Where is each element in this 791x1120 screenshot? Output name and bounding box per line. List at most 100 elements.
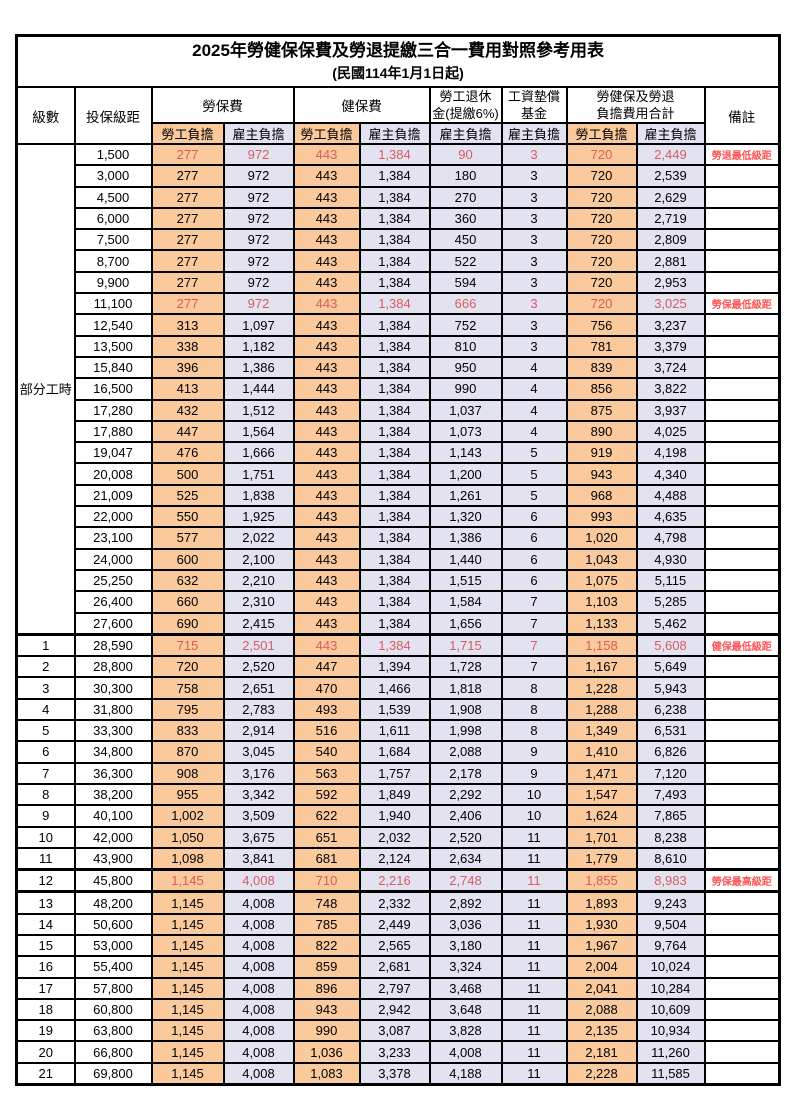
pension-employer-cell: 3,180 (428, 933, 503, 958)
labor-employee-share-header: 勞工負擔 (150, 122, 225, 145)
remark-cell (703, 740, 781, 764)
health-employer-cell: 1,384 (358, 142, 431, 167)
total-employee-cell: 1,103 (565, 590, 638, 614)
remark-cell (703, 206, 781, 231)
pension-employer-cell: 1,728 (428, 655, 503, 679)
pension-employer-cell: 1,908 (428, 697, 503, 722)
total-header-line1: 勞健保及勞退 (596, 89, 675, 104)
level-cell: 5 (15, 719, 76, 743)
total-employer-cell: 3,937 (635, 398, 706, 422)
level-cell: 16 (15, 955, 76, 979)
pension-employer-cell: 3,828 (428, 1019, 503, 1043)
table-row: 9 40,100 1,002 3,509 622 1,940 2,406 10 1,624 7,8… (15, 804, 781, 828)
labor-employer-cell: 4,008 (222, 1019, 295, 1043)
total-employee-cell: 720 (565, 206, 638, 231)
total-employer-cell: 4,930 (635, 547, 706, 571)
total-employer-cell: 4,025 (635, 419, 706, 444)
level-cell: 20 (15, 1040, 76, 1064)
labor-employee-cell: 715 (150, 632, 225, 658)
health-employee-cell: 516 (292, 719, 361, 743)
salary-bracket-cell: 33,300 (73, 719, 153, 743)
total-employee-cell: 720 (565, 142, 638, 167)
salary-bracket-cell: 4,500 (73, 185, 153, 209)
wage-fund-employer-cell: 11 (500, 1019, 568, 1043)
total-employer-cell: 3,724 (635, 355, 706, 380)
remark-cell (703, 697, 781, 722)
total-employee-cell: 1,893 (565, 890, 638, 915)
wage-fund-employer-cell: 11 (500, 868, 568, 894)
table-row: 19 63,800 1,145 4,008 990 3,087 3,828 11 2,135 10… (15, 1019, 781, 1043)
salary-bracket-cell: 36,300 (73, 761, 153, 785)
health-employee-cell: 1,083 (292, 1061, 361, 1086)
salary-bracket-cell: 26,400 (73, 590, 153, 614)
pension-employer-cell: 1,261 (428, 483, 503, 508)
total-employer-cell: 2,719 (635, 206, 706, 231)
level-cell: 1 (15, 632, 76, 658)
health-employer-cell: 1,384 (358, 462, 431, 486)
total-employee-cell: 1,167 (565, 655, 638, 679)
wage-fund-employer-cell: 10 (500, 804, 568, 828)
total-employer-cell: 3,025 (635, 292, 706, 316)
labor-employee-cell: 1,145 (150, 955, 225, 979)
remark-cell (703, 377, 781, 401)
wage-fund-employer-cell: 11 (500, 976, 568, 1000)
table-row: 1 28,590 715 2,501 443 1,384 1,715 7 1,158 5,608 健… (15, 632, 781, 658)
remark-cell: 健保最低級距 (703, 632, 781, 658)
table-row: 7,500 277 972 443 1,384 450 3 720 2,809 (17, 228, 781, 252)
health-employer-cell: 1,940 (358, 804, 431, 828)
labor-employer-cell: 3,045 (222, 740, 295, 764)
remark-cell (703, 1019, 781, 1043)
total-employer-cell: 3,379 (635, 334, 706, 358)
remark-cell (703, 483, 781, 508)
labor-employee-cell: 413 (150, 377, 225, 401)
health-employee-cell: 540 (292, 740, 361, 764)
table-row: 8 38,200 955 3,342 592 1,849 2,292 10 1,547 7,493 (15, 782, 781, 807)
health-employer-cell: 2,216 (358, 868, 431, 894)
health-employee-cell: 447 (292, 655, 361, 679)
labor-employee-cell: 1,145 (150, 1040, 225, 1064)
salary-bracket-cell: 16,500 (73, 377, 153, 401)
wage-fund-employer-cell: 3 (500, 185, 568, 209)
table-row: 5 33,300 833 2,914 516 1,611 1,998 8 1,349 6,531 (15, 719, 781, 743)
total-employee-cell: 943 (565, 462, 638, 486)
remark-cell: 勞保最低級距 (703, 292, 781, 316)
col-header-labor-insurance: 勞保費 (150, 86, 295, 124)
labor-employer-cell: 972 (222, 292, 295, 316)
col-header-level: 級數 (15, 86, 76, 145)
table-row: 23,100 577 2,022 443 1,384 1,386 6 1,020 4,798 (17, 526, 781, 550)
wage-fund-employer-cell: 3 (500, 334, 568, 358)
health-employer-cell: 2,332 (358, 890, 431, 915)
labor-employer-cell: 972 (222, 249, 295, 273)
health-employee-cell: 443 (292, 398, 361, 422)
table-row: 25,250 632 2,210 443 1,384 1,515 6 1,075 5,115 (17, 568, 781, 593)
health-employer-cell: 1,384 (358, 505, 431, 529)
wage-fund-employer-cell: 11 (500, 933, 568, 958)
health-employer-cell: 3,233 (358, 1040, 431, 1064)
labor-employee-cell: 525 (150, 483, 225, 508)
total-employee-cell: 968 (565, 483, 638, 508)
pension-employer-cell: 1,200 (428, 462, 503, 486)
remark-cell (703, 825, 781, 849)
labor-employer-cell: 2,783 (222, 697, 295, 722)
level-cell: 7 (15, 761, 76, 785)
total-employee-cell: 2,135 (565, 1019, 638, 1043)
labor-employer-cell: 2,210 (222, 568, 295, 593)
health-employee-cell: 443 (292, 164, 361, 188)
total-employer-cell: 7,865 (635, 804, 706, 828)
remark-cell (703, 249, 781, 273)
wage-fund-employer-cell: 7 (500, 632, 568, 658)
total-employee-cell: 781 (565, 334, 638, 358)
remark-cell (703, 611, 781, 636)
wage-fund-employer-cell: 4 (500, 398, 568, 422)
total-employee-cell: 2,004 (565, 955, 638, 979)
health-employee-cell: 651 (292, 825, 361, 849)
wage-fund-employer-cell: 3 (500, 228, 568, 252)
salary-bracket-cell: 60,800 (73, 997, 153, 1022)
pension-employer-cell: 752 (428, 313, 503, 337)
labor-employee-cell: 1,050 (150, 825, 225, 849)
labor-employer-cell: 2,310 (222, 590, 295, 614)
total-employee-cell: 1,133 (565, 611, 638, 636)
total-employee-cell: 1,701 (565, 825, 638, 849)
labor-employer-cell: 2,022 (222, 526, 295, 550)
level-cell: 19 (15, 1019, 76, 1043)
